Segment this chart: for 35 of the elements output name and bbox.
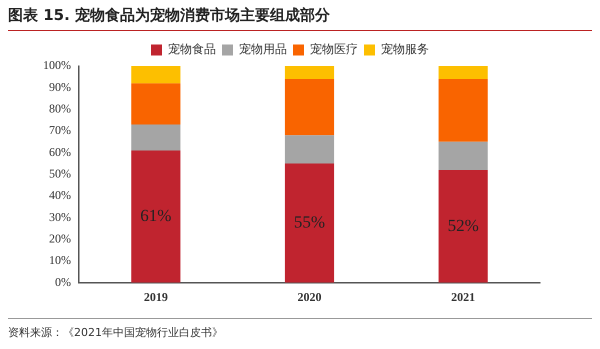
bar — [438, 66, 488, 79]
bar — [438, 170, 488, 283]
x-tick-label: 2020 — [298, 290, 322, 304]
data-label: 61% — [140, 206, 172, 226]
y-tick-label: 100% — [42, 58, 71, 72]
data-label: 52% — [448, 216, 479, 235]
chart-title: 图表 15. 宠物食品为宠物消费市场主要组成部分 — [8, 6, 592, 31]
bar — [284, 135, 334, 164]
x-tick-label: 2021 — [451, 290, 476, 304]
y-tick-label: 0% — [54, 274, 71, 289]
y-tick-label: 50% — [48, 166, 71, 180]
y-tick-label: 60% — [48, 144, 71, 159]
bar — [438, 142, 488, 170]
y-tick-label: 40% — [48, 188, 71, 202]
text: 资料来源：《2021年中国宠物行业白皮书》 — [8, 325, 224, 340]
bar — [131, 83, 180, 124]
y-tick-label: 30% — [48, 210, 71, 224]
y-tick-label: 80% — [48, 101, 71, 116]
bar — [284, 66, 334, 79]
legend-label: 宠物医疗 — [310, 42, 358, 56]
x-tick-label: 2019 — [144, 290, 168, 304]
bar — [131, 124, 180, 150]
data-label: 55% — [294, 212, 326, 232]
legend-label: 宠物服务 — [381, 42, 429, 56]
legend-label: 宠物食品 — [168, 42, 216, 56]
bar — [131, 150, 180, 283]
y-tick-label: 70% — [48, 123, 71, 138]
y-tick-label: 90% — [48, 80, 71, 94]
bar — [284, 163, 334, 283]
y-tick-label: 20% — [48, 231, 71, 246]
bar — [131, 66, 180, 84]
y-tick-label: 10% — [48, 253, 71, 268]
bar — [284, 78, 334, 136]
legend-label: 宠物用品 — [239, 42, 287, 56]
bar — [438, 78, 488, 142]
